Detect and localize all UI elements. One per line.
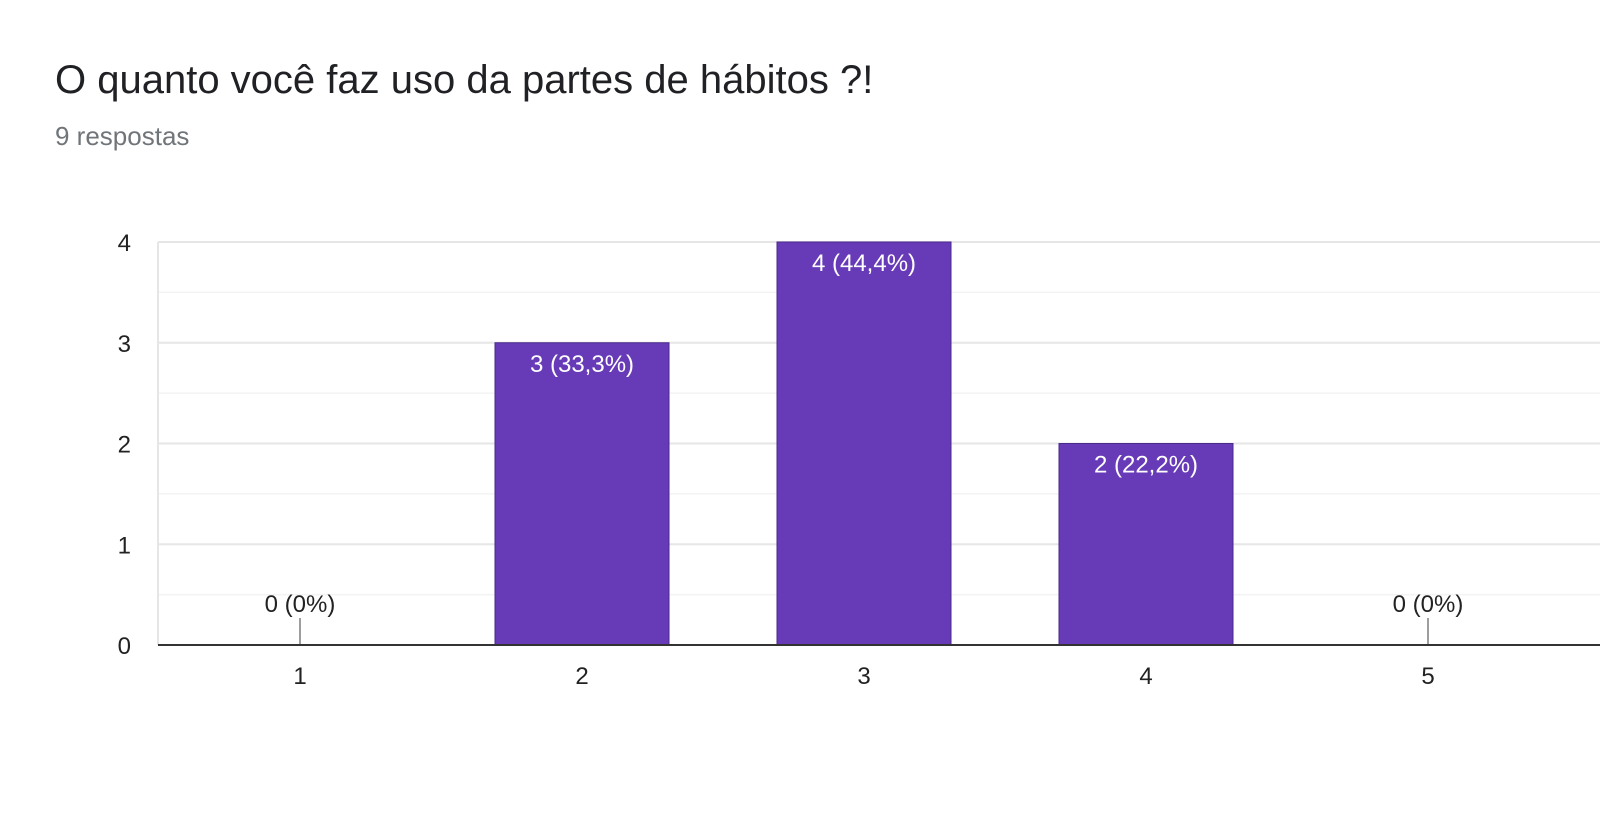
y-tick-label: 1 [118,532,131,559]
bar [494,342,670,646]
response-count: 9 respostas [55,121,190,151]
chart-title: O quanto você faz uso da partes de hábit… [55,58,874,102]
bars [299,241,1429,646]
axes: 0 1 2 3 4 1 2 3 4 5 [118,230,1600,690]
data-label: 0 (0%) [1393,591,1464,618]
y-tick-label: 3 [118,331,131,358]
data-label: 3 (33,3%) [530,351,634,378]
data-label: 0 (0%) [265,591,336,618]
bar [776,241,952,646]
labels: 0 (0%) 3 (33,3%) 4 (44,4%) 2 (22,2%) 0 (0%) [265,250,1464,618]
data-label: 4 (44,4%) [812,250,916,277]
y-tick-label: 4 [118,230,131,257]
x-tick-label: 2 [575,663,588,690]
x-tick-label: 5 [1421,663,1434,690]
x-tick-label: 3 [857,663,870,690]
y-tick-label: 0 [118,633,131,660]
x-tick-label: 1 [293,663,306,690]
bar [1058,443,1234,646]
y-tick-label: 2 [118,432,131,459]
x-tick-label: 4 [1139,663,1152,690]
data-label: 2 (22,2%) [1094,452,1198,479]
